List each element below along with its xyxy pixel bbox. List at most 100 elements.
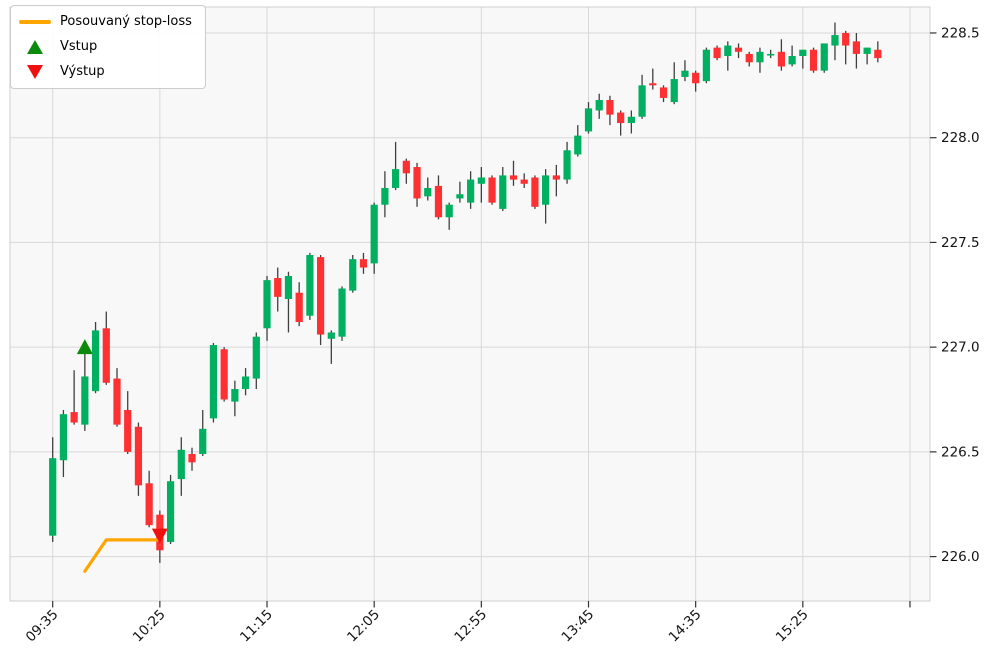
candle-up [638,85,646,117]
candle-up [574,135,582,155]
entry-swatch-wrap [19,40,51,54]
candle-up [595,99,603,111]
candle-down [617,112,625,124]
candle-down [134,426,143,486]
candle-down [145,483,153,526]
candle-up [627,116,635,124]
x-tick-label: 12:05 [344,607,383,646]
candle-up [767,53,775,56]
candle-up [681,70,689,77]
exit-triangle-down-icon [27,65,43,79]
candle-down [531,177,539,207]
candle-up [563,150,571,180]
y-tick-label: 227.5 [941,235,980,251]
candle-up [831,35,839,46]
candle-up [702,49,710,82]
legend-item-stoploss: Posouvaný stop-loss [19,13,192,31]
candle-down [188,453,196,463]
candle-up [381,187,389,205]
candle-up [445,204,453,218]
candle-up [209,345,218,419]
candle-down [659,87,668,98]
candle-up [349,259,357,291]
candle-down [520,179,528,184]
candle-down [70,412,78,423]
candle-up [263,280,271,329]
candle-down [713,47,721,59]
exit-marker-icon [151,528,168,544]
candle-up [49,458,57,536]
candle-down [434,185,443,218]
y-tick-label: 226.5 [941,444,980,460]
legend-label-exit: Výstup [60,64,105,79]
x-tick-label: 10:25 [130,607,169,646]
candle-up [327,332,335,339]
candle-up [863,47,871,54]
candle-down [809,49,818,71]
candle-down [402,160,410,174]
candle-up [799,49,807,57]
candle-up [370,204,378,264]
candle-up [231,389,239,402]
x-tick-label: 09:35 [23,607,62,646]
candle-down [649,83,657,86]
candle-up [392,169,400,188]
legend-label-stoploss: Posouvaný stop-loss [60,14,192,29]
legend-label-entry: Vstup [60,39,98,54]
candle-up [81,376,89,425]
candle-up [670,79,678,103]
candle-up [542,175,550,205]
candle-up [724,45,732,57]
candle-down [102,328,110,383]
x-tick-label: 15:25 [773,607,812,646]
candle-up [177,449,185,480]
candle-down [359,259,368,268]
stoploss-line [83,538,162,573]
candle-up [59,414,68,461]
plot-border [9,6,931,602]
candle-up [91,330,100,392]
candle-up [241,376,250,390]
candle-up [820,43,828,71]
candle-up [756,51,764,63]
candle-down [606,99,614,115]
stoploss-line-icon [19,20,51,24]
x-tick-label: 13:45 [559,607,598,646]
candle-up [584,108,593,132]
candle-down [317,257,325,335]
stoploss-swatch-wrap [19,20,51,24]
candle-down [734,47,743,52]
candle-down [220,349,228,400]
x-tick-label: 12:55 [451,607,490,646]
candle-up [477,177,485,184]
candle-down [124,409,132,452]
y-tick-label: 228.0 [941,130,980,146]
candle-down [692,72,700,84]
candle-up [424,187,432,197]
candle-down [874,49,882,59]
candle-up [788,56,796,65]
candle-down [745,53,753,63]
legend-item-exit: Výstup [19,63,192,81]
exit-swatch-wrap [19,65,51,79]
candle-down [852,41,860,54]
legend: Posouvaný stop-loss Vstup Výstup [10,5,206,89]
legend-item-entry: Vstup [19,38,192,56]
entry-triangle-up-icon [27,40,43,54]
y-tick-label: 228.5 [941,25,980,41]
candle-up [284,275,293,299]
candle-down [842,32,850,46]
candle-up [467,179,475,203]
candle-up [338,288,346,337]
candle-down [777,51,785,67]
entry-marker-icon [76,339,93,355]
x-tick-label: 14:35 [666,607,705,646]
x-tick-label: 11:15 [237,607,276,646]
y-tick-label: 227.0 [941,340,980,356]
candle-up [456,194,464,199]
candle-down [113,378,121,425]
candle-down [509,175,518,180]
candle-up [199,428,207,454]
